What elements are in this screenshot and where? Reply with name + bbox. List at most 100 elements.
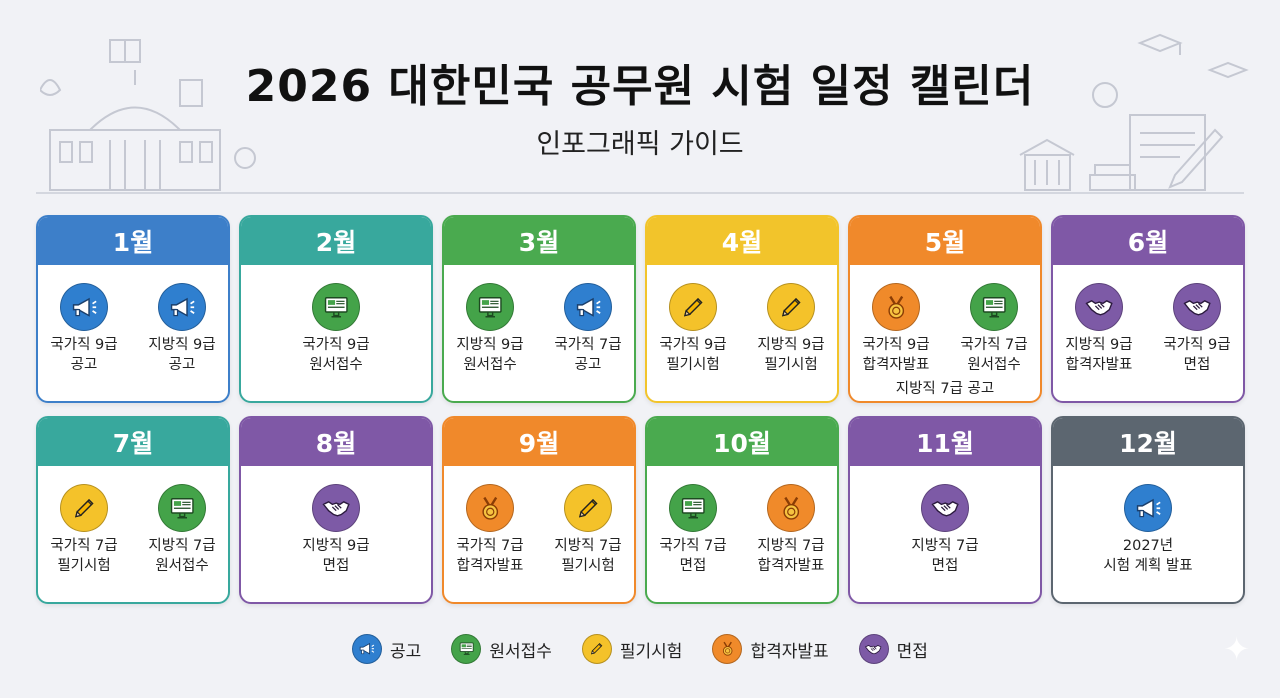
month-events: 국가직 7급 합격자발표 지방직 7급 필기시험: [444, 466, 634, 602]
legend-item: 면접: [858, 634, 928, 664]
event-item: 국가직 7급 공고: [550, 283, 626, 375]
calendar-grid: 1월 국가직 9급 공고 지방직 9급 공고 2월 국가직 9급 원서접수 3월 지방직 9…: [36, 215, 1245, 609]
event-label: 지방직 7급 합격자발표: [757, 538, 825, 574]
month-label: 12월: [1053, 418, 1243, 466]
legend-label: 공고: [390, 641, 422, 662]
page-subtitle: 인포그래픽 가이드: [536, 129, 744, 160]
monitor-icon: [451, 634, 482, 664]
monitor-icon: [158, 484, 206, 532]
month-label: 8월: [241, 418, 431, 466]
event-item: 지방직 7급 원서접수: [144, 484, 220, 576]
megaphone-icon: [1124, 484, 1172, 532]
month-events: 국가직 9급 필기시험 지방직 9급 필기시험: [647, 265, 837, 401]
pencil-icon: [60, 484, 108, 532]
month-label: 5월: [850, 217, 1040, 265]
megaphone-icon: [60, 283, 108, 331]
legend-label: 합격자발표: [750, 641, 829, 662]
month-card: 1월 국가직 9급 공고 지방직 9급 공고: [36, 215, 230, 403]
month-events: 지방직 9급 면접: [241, 466, 431, 602]
office-illustration-right: [1019, 33, 1249, 191]
event-label: 지방직 7급 원서접수: [148, 538, 216, 574]
month-card: 7월 국가직 7급 필기시험 지방직 7급 원서접수: [36, 416, 230, 604]
pencil-icon: [564, 484, 612, 532]
event-label: 국가직 9급 면접: [1163, 337, 1231, 373]
legend-item: 필기시험: [581, 634, 683, 664]
event-label: 국가직 9급 합격자발표: [862, 337, 930, 373]
event-item: 국가직 9급 필기시험: [655, 283, 731, 375]
legend-item: 원서접수: [451, 634, 552, 664]
event-label: 지방직 9급 면접: [302, 538, 370, 574]
sparkle-icon: ✦: [1223, 630, 1250, 668]
megaphone-icon: [564, 283, 612, 331]
megaphone-icon: [352, 634, 383, 664]
event-item: 국가직 9급 면접: [1159, 283, 1235, 375]
month-label: 3월: [444, 217, 634, 265]
event-item: 국가직 7급 합격자발표: [452, 484, 528, 576]
page-title: 2026 대한민국 공무원 시험 일정 캘린더: [245, 61, 1035, 112]
pencil-icon: [669, 283, 717, 331]
event-item: 지방직 7급 합격자발표: [753, 484, 829, 576]
event-item: 지방직 9급 원서접수: [452, 283, 528, 375]
month-events: 국가직 9급 공고 지방직 9급 공고: [38, 265, 228, 401]
event-label: 지방직 9급 공고: [148, 337, 216, 373]
event-item: 국가직 7급 필기시험: [46, 484, 122, 576]
event-item: 국가직 7급 원서접수: [956, 283, 1032, 375]
month-events: 지방직 7급 면접: [850, 466, 1040, 602]
header-divider: [36, 192, 1244, 194]
monitor-icon: [312, 283, 360, 331]
medal-icon: [872, 283, 920, 331]
pencil-icon: [581, 634, 612, 664]
month-events: 국가직 7급 면접 지방직 7급 합격자발표: [647, 466, 837, 602]
legend-item: 공고: [352, 634, 421, 664]
month-label: 11월: [850, 418, 1040, 466]
event-item: 국가직 9급 공고: [46, 283, 122, 375]
handshake-icon: [1173, 283, 1221, 331]
event-item: 국가직 7급 면접: [655, 484, 731, 576]
legend-label: 필기시험: [619, 641, 683, 662]
month-label: 10월: [647, 418, 837, 466]
month-label: 9월: [444, 418, 634, 466]
megaphone-icon: [158, 283, 206, 331]
medal-icon: [712, 634, 743, 664]
event-label: 지방직 9급 필기시험: [757, 337, 825, 373]
event-item: 국가직 9급 원서접수: [298, 283, 374, 375]
month-events: 국가직 7급 필기시험 지방직 7급 원서접수: [38, 466, 228, 602]
event-label: 국가직 7급 공고: [554, 337, 622, 373]
event-label: 국가직 9급 필기시험: [659, 337, 727, 373]
event-label: 지방직 7급 면접: [911, 538, 979, 574]
event-label: 2027년 시험 계획 발표: [1103, 538, 1193, 574]
month-events: 지방직 9급 합격자발표 국가직 9급 면접: [1053, 265, 1243, 401]
event-label: 지방직 7급 필기시험: [554, 538, 622, 574]
event-item: 지방직 7급 면접: [907, 484, 983, 576]
event-item: 2027년 시험 계획 발표: [1103, 484, 1193, 576]
event-label: 국가직 9급 공고: [50, 337, 118, 373]
month-label: 4월: [647, 217, 837, 265]
event-item: 지방직 9급 공고: [144, 283, 220, 375]
event-item: 국가직 9급 합격자발표: [858, 283, 934, 375]
legend-label: 원서접수: [489, 641, 552, 662]
legend: 공고 원서접수 필기시험 합격자발표 면접: [0, 634, 1280, 664]
month-label: 2월: [241, 217, 431, 265]
month-card: 12월 2027년 시험 계획 발표: [1051, 416, 1245, 604]
event-extra-label: 지방직 7급 공고: [895, 381, 995, 397]
handshake-icon: [1075, 283, 1123, 331]
building-illustration-left: [40, 39, 256, 191]
handshake-icon: [858, 634, 889, 664]
month-label: 6월: [1053, 217, 1243, 265]
event-label: 국가직 9급 원서접수: [302, 337, 370, 373]
event-label: 국가직 7급 합격자발표: [456, 538, 524, 574]
month-events: 지방직 9급 원서접수 국가직 7급 공고: [444, 265, 634, 401]
event-label: 국가직 7급 원서접수: [960, 337, 1028, 373]
monitor-icon: [466, 283, 514, 331]
medal-icon: [466, 484, 514, 532]
medal-icon: [767, 484, 815, 532]
